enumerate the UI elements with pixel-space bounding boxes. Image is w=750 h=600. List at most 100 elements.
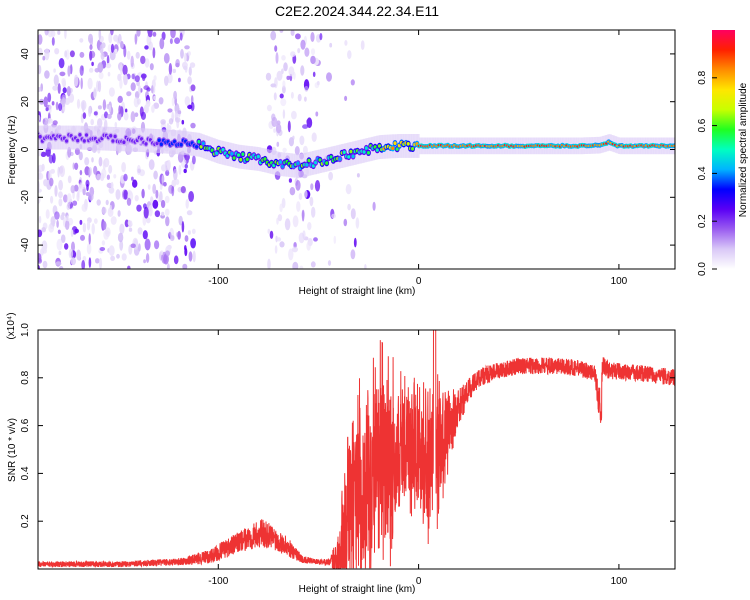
- heatmap-cell: [72, 162, 75, 170]
- heatmap-cell: [131, 176, 134, 181]
- heatmap-cell: [63, 243, 69, 250]
- heatmap-cell: [304, 96, 307, 102]
- heatmap-cell: [276, 70, 283, 81]
- heatmap-cell: [91, 157, 94, 163]
- heatmap-cell: [296, 161, 300, 166]
- heatmap-cell: [74, 147, 80, 156]
- bottom-x-axis-label: Height of straight line (km): [299, 584, 416, 595]
- heatmap-cell: [190, 101, 195, 112]
- heatmap-cell: [395, 147, 399, 151]
- heatmap-cell: [187, 230, 191, 235]
- heatmap-cell: [57, 83, 61, 94]
- heatmap-cell: [58, 191, 63, 199]
- heatmap-cell: [188, 251, 193, 262]
- heatmap-cell: [150, 196, 154, 204]
- heatmap-cell: [109, 134, 113, 138]
- heatmap-cell: [179, 142, 183, 147]
- heatmap-cell: [38, 134, 42, 139]
- heatmap-cell: [59, 266, 64, 269]
- heatmap-cell: [153, 170, 158, 180]
- heatmap-cell: [38, 114, 41, 121]
- heatmap-cell: [76, 249, 81, 261]
- heatmap-cell: [161, 174, 165, 185]
- heatmap-cell: [64, 30, 67, 40]
- heatmap-cell: [123, 45, 127, 58]
- heatmap-cell: [148, 159, 155, 171]
- heatmap-cell: [279, 241, 285, 248]
- heatmap-cell: [298, 192, 303, 201]
- heatmap-cell: [187, 76, 192, 85]
- heatmap-cell: [56, 219, 59, 228]
- heatmap-cell: [270, 30, 277, 41]
- heatmap-cell: [281, 55, 286, 61]
- heatmap-cell: [232, 156, 236, 160]
- heatmap-cell: [411, 147, 415, 151]
- heatmap-cell: [68, 248, 74, 259]
- heatmap-cell: [301, 209, 305, 222]
- heatmap-cell: [281, 164, 285, 169]
- heatmap-cell: [304, 85, 309, 92]
- heatmap-cell: [56, 238, 63, 251]
- heatmap-cell: [152, 31, 157, 37]
- heatmap-cell: [353, 237, 357, 248]
- heatmap-cell: [98, 257, 103, 269]
- heatmap-cell: [329, 155, 333, 159]
- heatmap-cell: [45, 147, 51, 157]
- heatmap-cell: [86, 220, 91, 231]
- heatmap-cell: [93, 111, 98, 116]
- heatmap-cell: [50, 30, 56, 38]
- heatmap-cell: [375, 148, 379, 152]
- heatmap-cell: [136, 204, 142, 212]
- heatmap-cell: [210, 148, 214, 152]
- heatmap-cell: [108, 87, 115, 97]
- heatmap-cell: [116, 253, 120, 259]
- heatmap-cell: [98, 30, 102, 40]
- heatmap-cell: [79, 169, 83, 176]
- heatmap-cell: [96, 199, 101, 206]
- heatmap-cell: [80, 234, 85, 241]
- heatmap-cell: [338, 157, 342, 161]
- heatmap-cell: [143, 206, 149, 219]
- heatmap-cell: [276, 141, 280, 147]
- heatmap-cell: [99, 247, 106, 251]
- heatmap-cell: [41, 240, 48, 252]
- heatmap-cell: [159, 37, 165, 50]
- heatmap-cell: [110, 255, 115, 261]
- heatmap-cell: [58, 58, 65, 69]
- heatmap-cell: [177, 110, 182, 115]
- heatmap-cell: [85, 192, 91, 196]
- heatmap-cell: [151, 85, 154, 94]
- heatmap-cell: [144, 238, 151, 251]
- heatmap-cell: [259, 147, 261, 172]
- heatmap-cell: [184, 45, 190, 50]
- heatmap-cell: [368, 137, 370, 162]
- heatmap-cell: [70, 257, 77, 266]
- heatmap-cell: [125, 108, 128, 113]
- heatmap-cell: [391, 146, 395, 150]
- heatmap-cell: [100, 52, 105, 61]
- bottom-x-tick-label: -100: [208, 576, 228, 587]
- heatmap-cell: [355, 217, 360, 229]
- top-x-axis-label: Height of straight line (km): [299, 286, 416, 297]
- heatmap-cell: [169, 235, 175, 242]
- heatmap-cell: [55, 261, 62, 266]
- heatmap-cell: [201, 141, 205, 146]
- heatmap-cell: [347, 50, 352, 60]
- heatmap-cell: [168, 118, 174, 125]
- heatmap-cell: [38, 34, 43, 45]
- heatmap-cell: [119, 240, 124, 251]
- heatmap-cell: [288, 137, 294, 147]
- heatmap-cell: [84, 157, 90, 166]
- heatmap-cell: [44, 30, 49, 36]
- heatmap-cell: [126, 197, 132, 206]
- heatmap-cell: [197, 139, 201, 144]
- heatmap-cell: [130, 82, 136, 91]
- heatmap-cell: [134, 112, 139, 117]
- heatmap-cell: [146, 87, 151, 92]
- heatmap-cell: [93, 218, 98, 224]
- heatmap-cell: [72, 200, 78, 206]
- heatmap-cell: [298, 232, 305, 244]
- heatmap-cell: [288, 178, 292, 183]
- heatmap-cell: [88, 106, 92, 117]
- heatmap-cell: [271, 116, 278, 128]
